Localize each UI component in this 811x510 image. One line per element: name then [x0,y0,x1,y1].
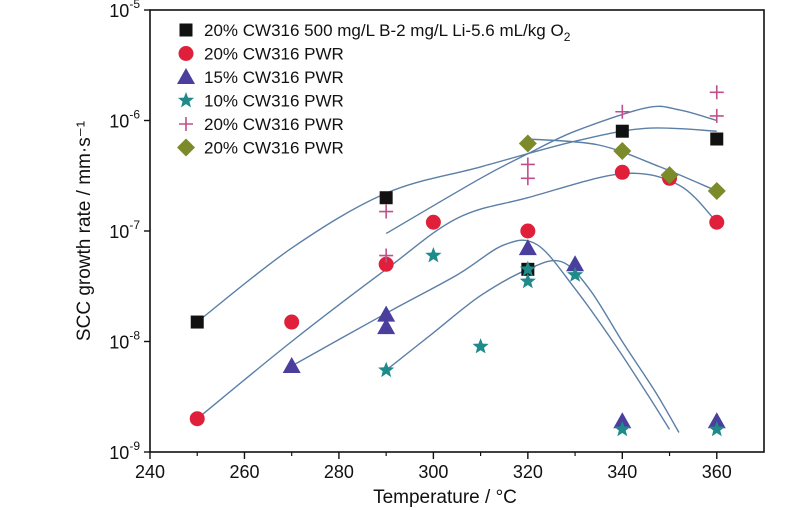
fit-curve-5 [291,239,671,430]
legend-entry-6: 20% CW316 PWR [177,138,344,158]
legend-entry-3: 15% CW316 PWR [177,68,344,87]
data-point-circle-2-2 [284,314,300,330]
data-point-star-4-3 [472,338,489,354]
data-point-square-1-4 [615,124,629,138]
axes: 240 260 280 300 320 340 360 10-9 10-8 10-7 10-6 10-… [109,0,731,482]
legend-label: 20% CW316 500 mg/L B-2 mg/L Li-5.6 mL/kg… [204,21,571,44]
data-markers [189,85,726,437]
data-point-triangle-3-2 [377,305,396,322]
y-tick-label: 10-8 [109,329,140,353]
data-point-diamond-6-3 [660,166,679,185]
legend-marker-circle [178,46,194,61]
y-tick-label: 10-9 [109,439,140,463]
legend-entry-1: 20% CW316 500 mg/L B-2 mg/L Li-5.6 mL/kg… [179,21,571,44]
legend-marker-diamond [177,138,195,157]
data-point-square-1-1 [190,315,204,329]
x-tick-label: 360 [702,462,732,482]
data-point-plus-5-5 [615,104,630,119]
data-point-triangle-3-5 [566,255,585,272]
data-point-circle-2-5 [520,223,536,239]
data-point-plus-5-6 [709,85,724,100]
data-point-plus-5-1 [379,204,394,219]
data-point-triangle-3-1 [282,357,301,374]
legend-entry-2: 20% CW316 PWR [178,45,344,64]
data-point-diamond-6-2 [613,141,632,160]
legend-entry-5: 20% CW316 PWR [179,115,344,134]
data-point-triangle-3-7 [707,412,726,429]
data-point-plus-5-7 [709,108,724,123]
data-point-diamond-6-1 [518,134,537,153]
data-point-plus-5-3 [520,157,535,172]
data-point-star-4-1 [378,361,395,378]
data-point-plus-5-2 [379,248,394,263]
data-point-star-4-7 [614,420,631,437]
data-point-star-4-5 [519,272,536,289]
data-point-star-4-6 [567,266,584,282]
data-point-circle-2-8 [709,214,725,230]
x-tick-label: 340 [607,462,637,482]
legend-marker-plus [179,117,193,131]
x-tick-label: 240 [135,462,165,482]
legend-entry-4: 10% CW316 PWR [177,92,344,111]
data-point-triangle-3-3 [377,318,396,335]
data-point-square-1-5 [710,132,724,146]
data-point-triangle-3-6 [613,412,632,429]
data-point-star-4-8 [708,420,725,437]
data-point-triangle-3-4 [518,239,537,256]
x-tick-label: 280 [324,462,354,482]
legend-marker-star [177,92,195,108]
data-point-circle-2-6 [614,164,630,180]
y-axis-label: SCC growth rate / mm·s⁻¹ [74,121,95,341]
legend-label: 20% CW316 PWR [204,45,344,64]
legend-label: 20% CW316 PWR [204,139,344,158]
legend: 20% CW316 500 mg/L B-2 mg/L Li-5.6 mL/kg… [177,21,571,158]
x-tick-label: 320 [513,462,543,482]
y-tick-label: 10-7 [109,218,140,242]
legend-marker-square [179,23,193,37]
fit-curve-3 [385,105,717,235]
data-point-circle-2-4 [425,214,441,230]
y-tick-label: 10-6 [109,108,140,132]
data-point-diamond-6-4 [707,182,726,201]
x-tick-label: 260 [229,462,259,482]
data-point-circle-2-3 [378,256,394,272]
legend-marker-triangle [177,68,195,84]
legend-label: 20% CW316 PWR [204,115,344,134]
data-point-star-4-2 [425,247,442,263]
data-point-square-1-2 [379,191,393,205]
legend-label: 10% CW316 PWR [204,92,344,111]
y-tick-label: 10-5 [109,0,140,21]
data-point-circle-2-1 [189,411,205,427]
legend-label: 15% CW316 PWR [204,68,344,87]
fit-curve-6 [385,259,680,433]
data-point-plus-5-4 [520,171,535,186]
x-axis-label: Temperature / °C [373,487,517,508]
fit-curve-1 [196,127,717,323]
data-point-star-4-4 [519,260,536,277]
x-tick-label: 300 [418,462,448,482]
